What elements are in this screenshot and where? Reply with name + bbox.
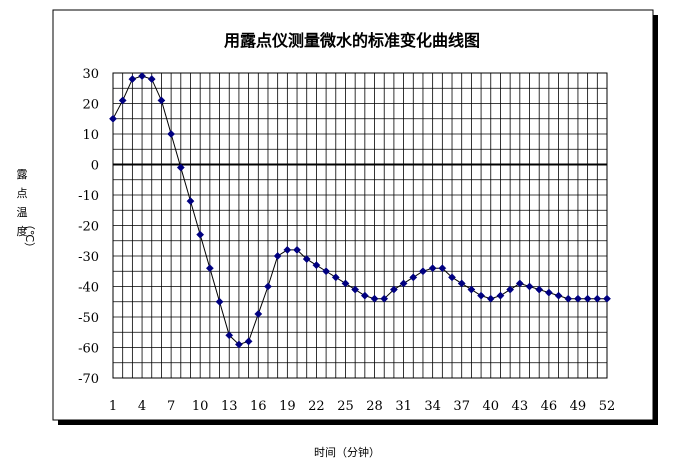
data-point	[360, 291, 369, 300]
series-layer	[109, 72, 611, 349]
data-point	[603, 294, 611, 303]
data-point	[234, 340, 243, 349]
x-tick-label: 49	[570, 399, 587, 414]
data-point	[515, 279, 524, 288]
chart-title: 用露点仪测量微水的标准变化曲线图	[224, 31, 480, 50]
data-point	[196, 230, 205, 239]
y-tick-labels: 30 20 10 0 -10 -20 -30 -40 -50 -60 -70	[78, 67, 99, 387]
data-point	[147, 75, 156, 84]
data-point	[341, 279, 350, 288]
data-point	[544, 288, 553, 297]
y-axis-label-char: 温	[17, 206, 28, 219]
data-point	[477, 291, 486, 300]
data-point	[467, 285, 476, 294]
y-axis-label-char: 露	[17, 168, 28, 181]
data-point	[554, 291, 563, 300]
x-tick-label: 37	[453, 399, 470, 414]
data-point	[389, 285, 398, 294]
data-point	[244, 337, 253, 346]
x-tick-label: 13	[221, 399, 238, 414]
data-point	[525, 282, 534, 291]
data-point	[506, 285, 515, 294]
data-point	[486, 294, 495, 303]
data-point	[176, 163, 185, 172]
y-tick-label: -50	[78, 311, 99, 326]
data-point	[438, 264, 447, 273]
y-tick-label: -40	[78, 281, 99, 296]
x-axis-label: 时间（分钟）	[314, 445, 380, 459]
data-point	[331, 273, 340, 282]
data-point	[535, 285, 544, 294]
y-tick-label: -70	[78, 372, 99, 387]
data-point	[225, 331, 234, 340]
y-tick-label: 20	[82, 98, 99, 113]
data-point	[399, 279, 408, 288]
data-point	[409, 273, 418, 282]
data-point	[351, 285, 360, 294]
data-point	[583, 294, 592, 303]
y-tick-label: -10	[78, 189, 99, 204]
data-point	[109, 114, 117, 123]
data-point	[302, 255, 311, 264]
x-tick-label: 34	[424, 399, 441, 414]
data-point	[564, 294, 573, 303]
x-tick-label: 25	[337, 399, 354, 414]
y-tick-label: -20	[78, 220, 99, 235]
x-tick-label: 4	[138, 399, 146, 414]
x-tick-label: 19	[279, 399, 296, 414]
data-point	[593, 294, 602, 303]
data-point	[157, 96, 166, 105]
x-tick-label: 16	[250, 399, 267, 414]
data-point	[273, 252, 282, 260]
data-point	[186, 197, 195, 206]
x-tick-label: 31	[395, 399, 412, 414]
data-point	[380, 294, 389, 303]
y-tick-label: -60	[78, 342, 99, 357]
data-point	[215, 297, 224, 306]
y-axis-label-char: 度	[17, 224, 28, 238]
y-axis-label-char: 点	[17, 187, 28, 200]
x-tick-label: 7	[167, 399, 175, 414]
y-tick-label: 0	[91, 159, 99, 174]
data-point	[496, 291, 505, 300]
data-point	[128, 75, 137, 84]
y-axis-unit: （℃）	[23, 219, 36, 253]
x-tick-label: 40	[482, 399, 499, 414]
series-line	[112, 75, 607, 346]
x-tick-label: 52	[599, 399, 616, 414]
data-point	[312, 261, 321, 270]
data-point	[118, 96, 127, 105]
data-point	[264, 282, 272, 291]
chart-border	[52, 9, 654, 421]
x-tick-label: 28	[366, 399, 383, 414]
x-tick-label: 43	[512, 399, 529, 414]
x-tick-labels: 1 4 7 10 13 16 19 22 25 28 31 34 37 40 43 46 49 52	[109, 399, 615, 414]
data-point	[322, 267, 331, 276]
data-point	[254, 309, 263, 318]
data-point	[205, 264, 214, 273]
data-point	[370, 294, 379, 303]
x-tick-label: 22	[308, 399, 325, 414]
data-point	[138, 72, 147, 81]
data-point	[167, 130, 176, 138]
data-point	[419, 267, 427, 276]
plot-area	[112, 72, 608, 379]
data-point	[457, 279, 466, 288]
y-tick-label: -30	[78, 250, 99, 265]
data-point	[283, 245, 292, 254]
grid	[112, 72, 608, 379]
x-tick-label: 1	[109, 399, 117, 414]
data-point	[448, 273, 456, 282]
x-tick-label: 10	[192, 399, 209, 414]
x-tick-label: 46	[541, 399, 558, 414]
y-tick-label: 30	[82, 67, 99, 82]
data-point	[573, 294, 582, 303]
data-point	[293, 245, 301, 254]
y-tick-label: 10	[82, 128, 99, 143]
data-point	[428, 264, 437, 273]
